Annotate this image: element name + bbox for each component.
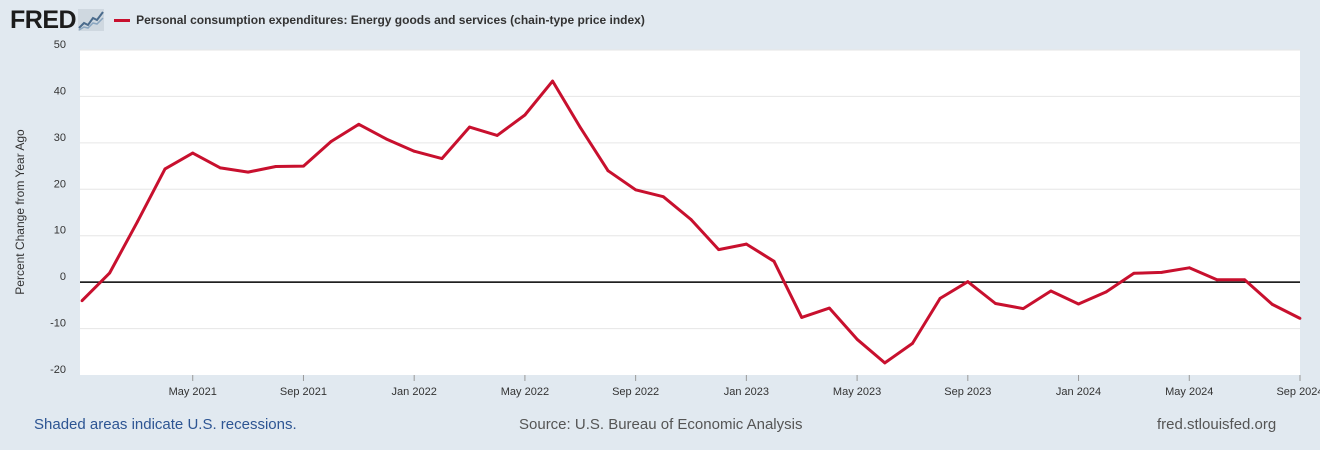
y-tick-label: -20 [50, 364, 66, 376]
x-tick-label: Sep 2021 [280, 386, 327, 398]
data-point[interactable] [274, 165, 278, 168]
data-point[interactable] [1270, 303, 1274, 306]
x-tick-label: Sep 2024 [1276, 386, 1320, 398]
data-point[interactable] [1298, 316, 1302, 320]
data-point[interactable] [551, 79, 554, 83]
recession-note[interactable]: Shaded areas indicate U.S. recessions. [34, 416, 297, 433]
x-tick-label: May 2022 [501, 386, 549, 398]
line-chart: 50 40 30 20 10 0 -10 -20 May 2021 Sep 2021 Jan 20… [13, 39, 1320, 398]
y-axis-ticks: 50 40 30 20 10 0 -10 -20 [50, 39, 66, 376]
data-point[interactable] [661, 195, 665, 199]
legend-swatch [114, 18, 131, 22]
x-axis-ticks: May 2021 Sep 2021 Jan 2022 May 2022 Sep 2022… [169, 375, 1320, 398]
data-point[interactable] [495, 134, 499, 137]
data-point[interactable] [1187, 266, 1191, 270]
data-point[interactable] [634, 188, 638, 192]
data-point[interactable] [302, 164, 305, 168]
x-tick-label: Sep 2023 [944, 386, 991, 398]
data-point[interactable] [744, 242, 748, 246]
data-point[interactable] [80, 299, 84, 303]
site-link[interactable]: fred.stlouisfed.org [1157, 416, 1277, 433]
legend-label: Personal consumption expenditures: Energ… [136, 13, 645, 27]
series-points [80, 79, 1302, 365]
data-point[interactable] [911, 342, 914, 345]
data-point[interactable] [994, 302, 997, 305]
data-point[interactable] [800, 316, 804, 319]
data-point[interactable] [135, 220, 139, 224]
data-point[interactable] [1132, 271, 1136, 275]
graph-header: FRED Personal consumption expenditures: … [10, 6, 645, 34]
data-point[interactable] [1160, 270, 1163, 274]
y-tick-label: 10 [54, 225, 66, 237]
data-point[interactable] [689, 218, 693, 221]
data-point[interactable] [440, 157, 444, 161]
x-tick-label: Jan 2022 [392, 386, 437, 398]
data-point[interactable] [385, 137, 388, 141]
data-point[interactable] [578, 126, 582, 129]
y-tick-label: 20 [54, 178, 66, 190]
y-axis-label: Percent Change from Year Ago [13, 129, 27, 295]
data-point[interactable] [246, 170, 250, 174]
data-point[interactable] [163, 167, 167, 171]
chart-legend: Personal consumption expenditures: Energ… [114, 13, 645, 27]
data-point[interactable] [468, 125, 471, 129]
data-point[interactable] [717, 248, 721, 252]
x-tick-label: Sep 2022 [612, 386, 659, 398]
data-point[interactable] [219, 166, 222, 170]
x-tick-label: Jan 2023 [724, 386, 769, 398]
data-point[interactable] [772, 259, 776, 263]
x-tick-label: Jan 2024 [1056, 386, 1101, 398]
data-point[interactable] [1243, 278, 1247, 282]
data-point[interactable] [606, 169, 610, 173]
x-tick-label: May 2021 [169, 386, 217, 398]
data-point[interactable] [1077, 302, 1080, 306]
data-point[interactable] [1215, 278, 1219, 282]
data-point[interactable] [828, 306, 831, 310]
x-tick-label: May 2024 [1165, 386, 1213, 398]
data-point[interactable] [1049, 289, 1053, 293]
data-point[interactable] [1021, 307, 1025, 311]
data-point[interactable] [1104, 290, 1108, 294]
data-point[interactable] [191, 151, 195, 155]
x-tick-label: May 2023 [833, 386, 881, 398]
data-point[interactable] [357, 122, 361, 126]
fred-logo-text: FRED [10, 5, 77, 34]
data-point[interactable] [855, 337, 859, 341]
plot-area [80, 50, 1300, 375]
data-point[interactable] [938, 296, 942, 300]
data-point[interactable] [108, 271, 112, 275]
y-tick-label: -10 [50, 318, 66, 330]
data-point[interactable] [523, 113, 527, 117]
source-note: Source: U.S. Bureau of Economic Analysis [519, 416, 803, 433]
line-graph-icon [78, 9, 105, 31]
data-point[interactable] [412, 149, 416, 153]
data-point[interactable] [966, 280, 970, 284]
fred-logo[interactable]: FRED [10, 5, 105, 35]
y-tick-label: 40 [54, 85, 66, 97]
data-point[interactable] [883, 361, 887, 365]
data-point[interactable] [329, 140, 333, 143]
y-tick-label: 30 [54, 132, 66, 144]
y-tick-label: 0 [60, 271, 66, 283]
gridlines [80, 49, 1300, 330]
y-tick-label: 50 [54, 39, 66, 51]
